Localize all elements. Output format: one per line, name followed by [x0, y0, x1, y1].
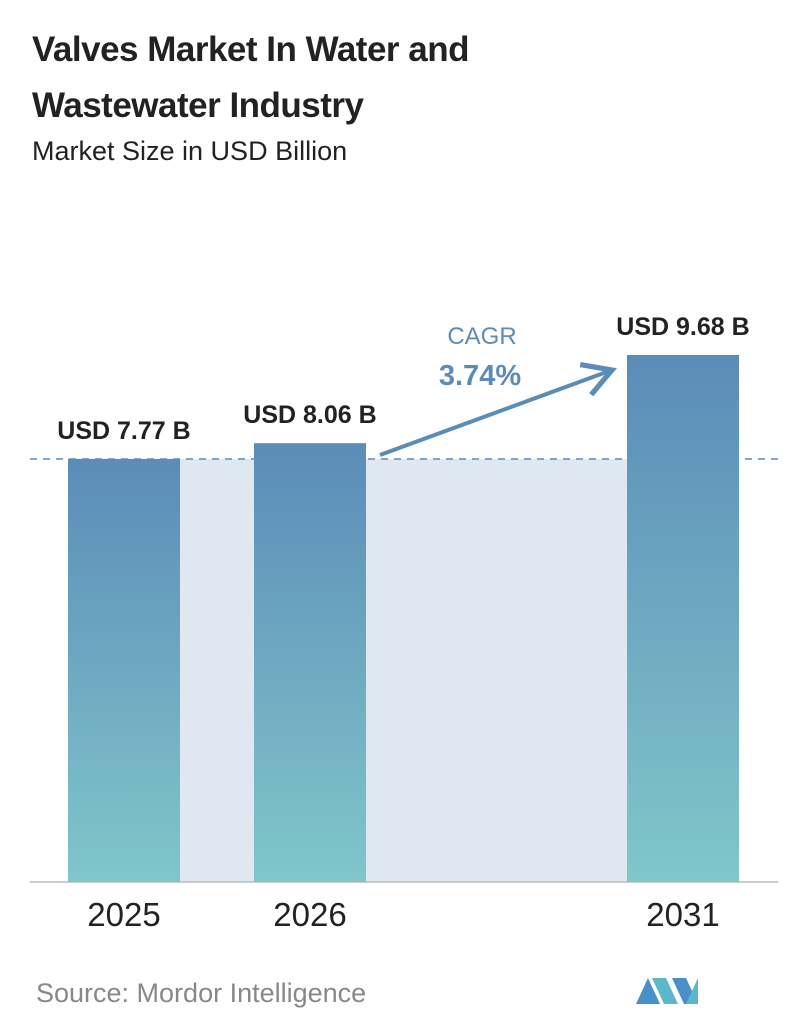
bar	[254, 443, 366, 882]
bar	[68, 458, 180, 882]
chart-title: Valves Market In Water and Wastewater In…	[32, 30, 470, 125]
value-label: USD 8.06 B	[243, 401, 376, 429]
value-label: USD 9.68 B	[616, 313, 749, 341]
logo	[636, 978, 698, 1004]
cagr-value: 3.74%	[439, 360, 521, 392]
source: Source: Mordor Intelligence	[36, 978, 367, 1008]
bar	[627, 355, 739, 882]
value-label: USD 7.77 B	[57, 417, 190, 445]
cagr-arrow	[379, 362, 617, 457]
x-tick-label: 2025	[87, 896, 160, 933]
x-tick-label: 2031	[646, 896, 719, 933]
x-tick-label: 2026	[273, 896, 346, 933]
cagr-label: CAGR	[447, 323, 516, 350]
chart-subtitle: Market Size in USD Billion	[32, 136, 348, 166]
